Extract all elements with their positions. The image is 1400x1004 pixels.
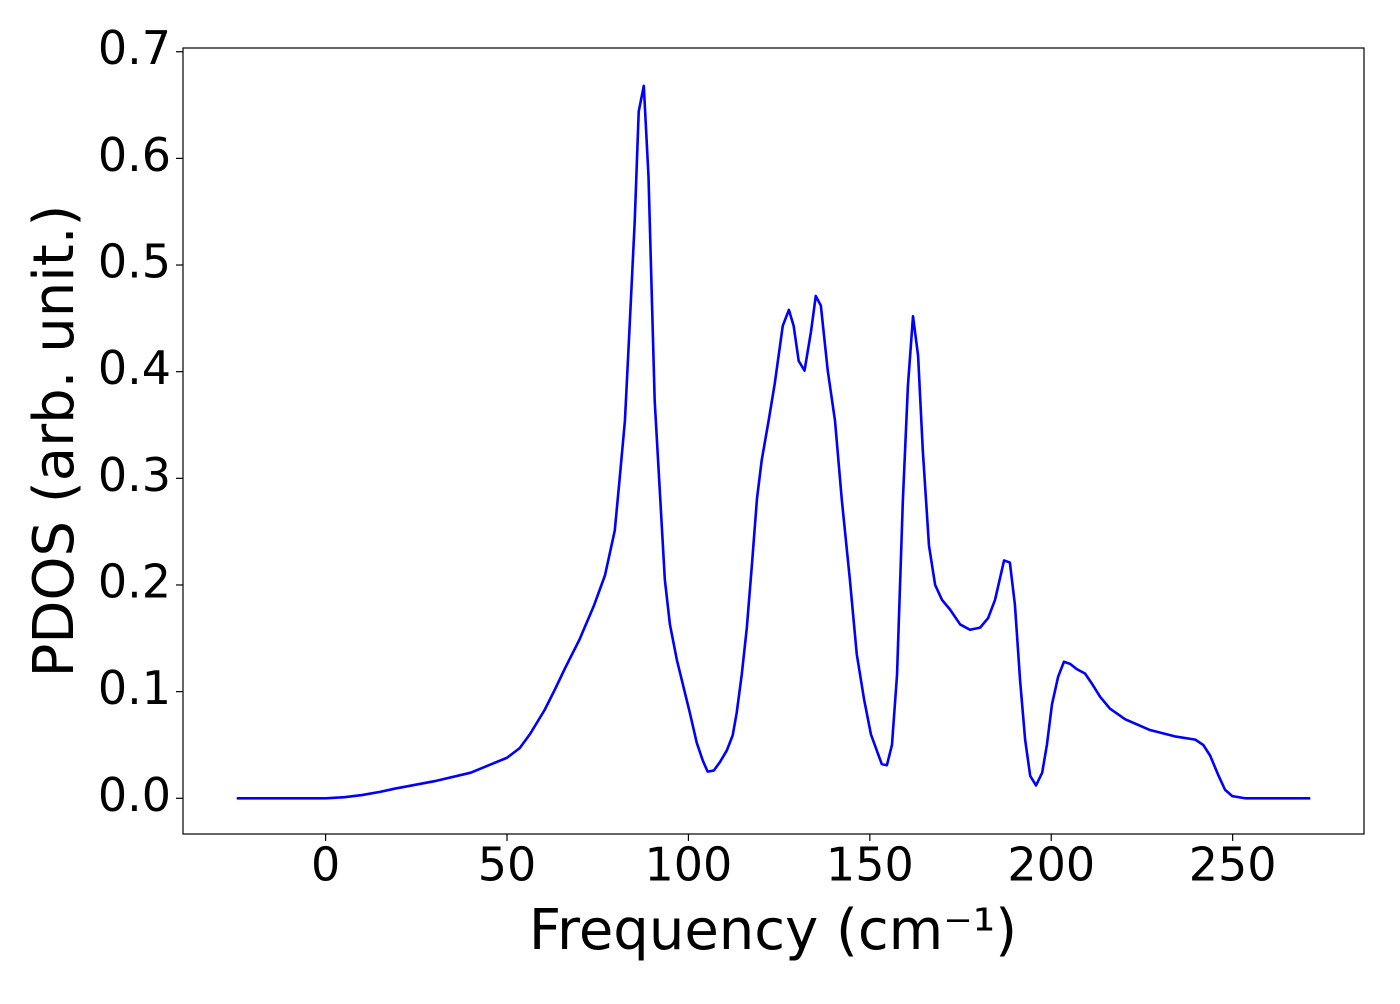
x-tick-label: 50 — [478, 838, 537, 892]
x-tick-label: 250 — [1189, 838, 1277, 892]
y-tick-label: 0.5 — [98, 235, 171, 289]
y-tick-label: 0.6 — [98, 128, 171, 182]
y-tick-label: 0.0 — [98, 768, 171, 822]
y-axis-label: PDOS (arb. unit.) — [22, 205, 87, 678]
y-tick-label: 0.3 — [98, 448, 171, 502]
x-tick-label: 0 — [311, 838, 340, 892]
x-tick-label: 100 — [645, 838, 733, 892]
x-tick-label: 200 — [1007, 838, 1095, 892]
plot-frame — [182, 47, 1365, 835]
y-tick-label: 0.4 — [98, 341, 171, 395]
x-tick-label: 150 — [826, 838, 914, 892]
y-tick-label: 0.1 — [98, 661, 171, 715]
y-tick-label: 0.7 — [98, 21, 171, 75]
y-tick-label: 0.2 — [98, 554, 171, 608]
x-axis-label: Frequency (cm⁻¹) — [529, 898, 1017, 963]
line — [236, 84, 1311, 800]
